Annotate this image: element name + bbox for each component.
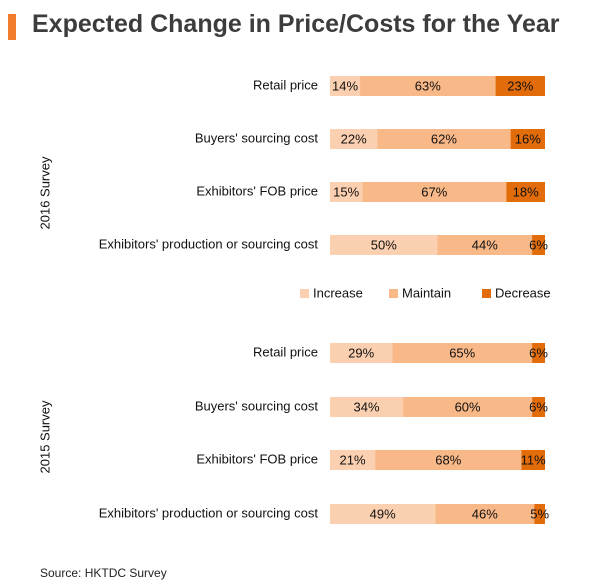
source-note: Source: HKTDC Survey [40, 566, 167, 580]
bar-2015-survey-exhibitors-fob-price-maintain [375, 450, 522, 470]
bar-2015-survey-exhibitors-production-or-sourcing-cost-decrease [534, 504, 545, 524]
data-label-2016-survey-exhibitors-fob-price-increase: 15% [333, 184, 359, 199]
data-label-2016-survey-exhibitors-fob-price-decrease: 18% [513, 184, 539, 199]
bar-2016-survey-retail-price-decrease [495, 76, 545, 96]
bar-2015-survey-exhibitors-production-or-sourcing-cost-increase [330, 504, 436, 524]
bar-2016-survey-buyers-sourcing-cost-increase [330, 129, 378, 149]
bar-2015-survey-buyers-sourcing-cost-maintain [403, 397, 533, 417]
category-label-2015-survey-retail-price: Retail price [253, 344, 318, 359]
data-label-2016-survey-exhibitors-fob-price-maintain: 67% [421, 184, 447, 199]
category-label-2015-survey-buyers-sourcing-cost: Buyers' sourcing cost [195, 398, 319, 413]
bar-2015-survey-buyers-sourcing-cost-increase [330, 397, 404, 417]
data-label-2015-survey-buyers-sourcing-cost-increase: 34% [354, 399, 380, 414]
bar-2016-survey-exhibitors-production-or-sourcing-cost-maintain [437, 235, 533, 255]
bar-2016-survey-exhibitors-production-or-sourcing-cost-decrease [532, 235, 545, 255]
category-label-2016-survey-buyers-sourcing-cost: Buyers' sourcing cost [195, 130, 319, 145]
category-label-2016-survey-retail-price: Retail price [253, 77, 318, 92]
title-accent-bar [8, 14, 16, 40]
bar-2016-survey-retail-price-increase [330, 76, 361, 96]
legend-label-maintain: Maintain [402, 285, 451, 300]
chart-title: Expected Change in Price/Costs for the Y… [32, 10, 560, 38]
data-label-2015-survey-retail-price-maintain: 65% [449, 345, 475, 360]
group-label-2015-survey: 2015 Survey [37, 400, 52, 473]
data-label-2015-survey-exhibitors-fob-price-increase: 21% [340, 452, 366, 467]
group-label-2016-survey: 2016 Survey [37, 156, 52, 229]
legend-swatch-maintain [389, 289, 398, 298]
bar-2016-survey-exhibitors-production-or-sourcing-cost-increase [330, 235, 438, 255]
category-label-2015-survey-exhibitors-fob-price: Exhibitors' FOB price [196, 451, 318, 466]
bar-2015-survey-exhibitors-fob-price-increase [330, 450, 376, 470]
category-label-2016-survey-exhibitors-production-or-sourcing-cost: Exhibitors' production or sourcing cost [99, 236, 319, 251]
data-label-2015-survey-exhibitors-production-or-sourcing-cost-maintain: 46% [472, 506, 498, 521]
data-label-2016-survey-exhibitors-production-or-sourcing-cost-maintain: 44% [472, 237, 498, 252]
legend-swatch-increase [300, 289, 309, 298]
data-label-2015-survey-exhibitors-fob-price-maintain: 68% [435, 452, 461, 467]
data-label-2015-survey-exhibitors-production-or-sourcing-cost-decrease: 5% [530, 506, 549, 521]
data-label-2016-survey-exhibitors-production-or-sourcing-cost-decrease: 6% [529, 237, 548, 252]
bar-2015-survey-retail-price-increase [330, 343, 393, 363]
data-label-2015-survey-exhibitors-fob-price-decrease: 11% [521, 452, 546, 467]
bar-2016-survey-exhibitors-fob-price-increase [330, 182, 363, 202]
bar-2016-survey-exhibitors-fob-price-decrease [506, 182, 545, 202]
legend-label-increase: Increase [313, 285, 363, 300]
data-label-2015-survey-buyers-sourcing-cost-maintain: 60% [455, 399, 481, 414]
bar-2015-survey-buyers-sourcing-cost-decrease [532, 397, 545, 417]
data-label-2015-survey-exhibitors-production-or-sourcing-cost-increase: 49% [370, 506, 396, 521]
bar-2015-survey-exhibitors-fob-price-decrease [521, 450, 545, 470]
data-label-2016-survey-buyers-sourcing-cost-increase: 22% [341, 131, 367, 146]
data-label-2016-survey-exhibitors-production-or-sourcing-cost-increase: 50% [371, 237, 397, 252]
data-label-2016-survey-buyers-sourcing-cost-decrease: 16% [515, 131, 541, 146]
bar-2015-survey-exhibitors-production-or-sourcing-cost-maintain [435, 504, 535, 524]
data-label-2016-survey-retail-price-decrease: 23% [507, 78, 533, 93]
data-label-2015-survey-retail-price-decrease: 6% [529, 345, 548, 360]
legend-label-decrease: Decrease [495, 285, 551, 300]
bar-2016-survey-retail-price-maintain [360, 76, 496, 96]
bar-2015-survey-retail-price-decrease [532, 343, 545, 363]
data-label-2015-survey-retail-price-increase: 29% [348, 345, 374, 360]
legend-swatch-decrease [482, 289, 491, 298]
bar-2016-survey-exhibitors-fob-price-maintain [362, 182, 507, 202]
category-label-2015-survey-exhibitors-production-or-sourcing-cost: Exhibitors' production or sourcing cost [99, 505, 319, 520]
bar-2015-survey-retail-price-maintain [392, 343, 533, 363]
category-label-2016-survey-exhibitors-fob-price: Exhibitors' FOB price [196, 183, 318, 198]
bar-2016-survey-buyers-sourcing-cost-decrease [510, 129, 545, 149]
data-label-2015-survey-buyers-sourcing-cost-decrease: 6% [529, 399, 548, 414]
data-label-2016-survey-retail-price-maintain: 63% [415, 78, 441, 93]
bar-2016-survey-buyers-sourcing-cost-maintain [377, 129, 511, 149]
data-label-2016-survey-buyers-sourcing-cost-maintain: 62% [431, 131, 457, 146]
data-label-2016-survey-retail-price-increase: 14% [332, 78, 358, 93]
